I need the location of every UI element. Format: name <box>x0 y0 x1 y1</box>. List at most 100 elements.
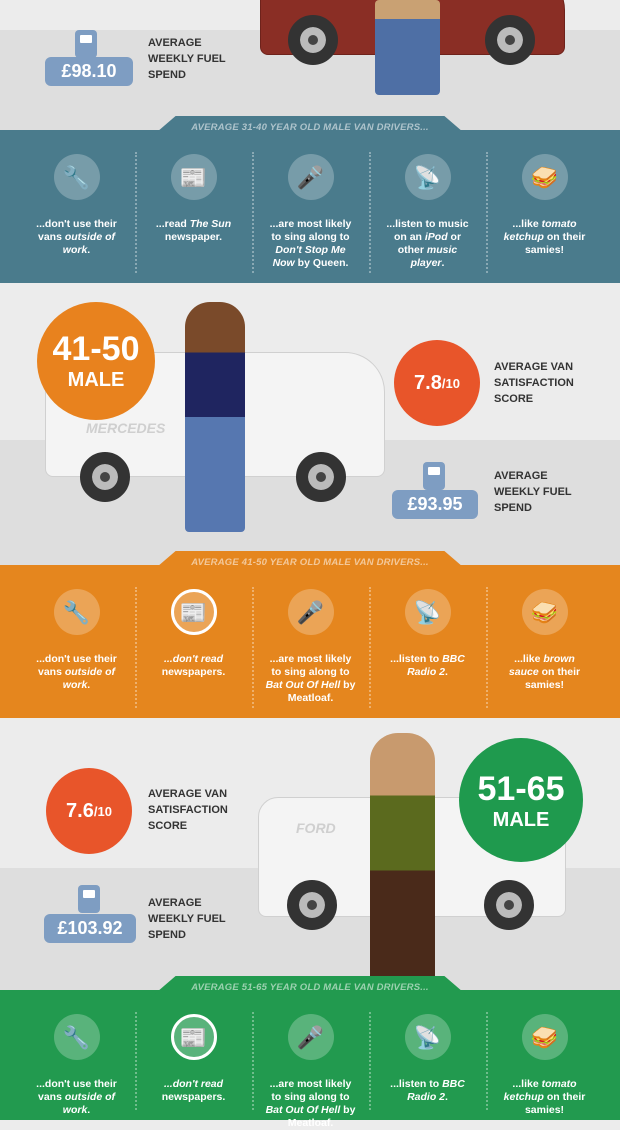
satellite-dish-icon: 📡 <box>404 154 451 200</box>
fact-text: ...are most likely to sing along to Bat … <box>252 653 369 705</box>
gender: MALE <box>492 809 550 831</box>
fact-text-segment: ...like <box>512 218 542 230</box>
fuel-pump-icon <box>78 885 100 913</box>
van-wheel <box>296 452 346 502</box>
fact-text-segment: music player <box>410 244 458 269</box>
fact-text: ...listen to BBC Radio 2. <box>369 1078 486 1104</box>
band-title: AVERAGE 51-65 YEAR OLD MALE VAN DRIVERS.… <box>191 982 429 993</box>
column-divider <box>135 152 137 273</box>
fact-text: ...don't use their vans outside of work. <box>18 653 135 692</box>
band-title: AVERAGE 41-50 YEAR OLD MALE VAN DRIVERS.… <box>191 557 429 568</box>
fact-item: 📰 ...don't read newspapers. <box>135 589 252 679</box>
column-divider <box>486 587 488 708</box>
band-tab <box>150 976 470 998</box>
fact-text-segment: ...don't read <box>163 653 224 665</box>
facts-band: AVERAGE 51-65 YEAR OLD MALE VAN DRIVERS.… <box>0 976 620 1129</box>
fact-text-segment: iPod <box>424 231 448 243</box>
drill-icon: 🔧 <box>53 154 100 200</box>
fact-text-segment: Don't Stop Me Now <box>272 244 346 269</box>
fact-text-segment: . <box>445 1091 448 1103</box>
fact-text: ...don't use their vans outside of work. <box>18 1078 135 1117</box>
fact-text-segment: newspapers. <box>161 1091 226 1103</box>
microphone-icon: 🎤 <box>287 154 334 200</box>
fact-text-segment: on their samies! <box>524 1091 586 1116</box>
facts-band: AVERAGE 41-50 YEAR OLD MALE VAN DRIVERS.… <box>0 551 620 718</box>
satisfaction-label: AVERAGE VAN SATISFACTION SCORE <box>148 788 228 832</box>
driver-illustration <box>375 0 440 95</box>
fact-text-segment: by Meatloaf. <box>287 679 356 704</box>
drill-icon: 🔧 <box>53 1014 100 1060</box>
fact-text: ...read The Sun newspaper. <box>135 218 252 244</box>
fact-text-segment: ...read <box>155 218 190 230</box>
fact-text-segment: newspapers. <box>161 666 226 678</box>
fact-text: ...like tomato ketchup on their samies! <box>486 218 603 257</box>
age-range: 41-50 <box>52 330 140 368</box>
fact-text-segment: The Sun <box>189 218 232 230</box>
van-wheel <box>287 880 337 930</box>
fact-item: 🔧 ...don't use their vans outside of work… <box>18 154 135 257</box>
fact-text: ...like brown sauce on their samies! <box>486 653 603 692</box>
drill-icon: 🔧 <box>53 589 100 635</box>
fact-item: 📰 ...don't read newspapers. <box>135 1014 252 1104</box>
fuel-spend-label: AVERAGE WEEKLY FUEL SPEND <box>494 470 572 514</box>
driver-illustration <box>370 733 435 983</box>
fact-text-segment: by Queen. <box>294 257 349 269</box>
microphone-icon: 🎤 <box>287 589 334 635</box>
van-wheel <box>485 15 535 65</box>
satisfaction-scale: /10 <box>441 375 460 391</box>
column-divider <box>486 152 488 273</box>
age-range: 51-65 <box>477 770 565 808</box>
newspaper-icon: 📰 <box>170 154 217 200</box>
van-wheel <box>80 452 130 502</box>
fact-text: ...don't read newspapers. <box>135 653 252 679</box>
fuel-pump-icon <box>423 462 445 490</box>
age-badge: 41-50 MALE <box>37 302 155 420</box>
satisfaction-score: 7.6 <box>66 799 94 822</box>
column-divider <box>369 587 371 708</box>
band-title: AVERAGE 31-40 YEAR OLD MALE VAN DRIVERS.… <box>191 122 429 133</box>
facts-band: AVERAGE 31-40 YEAR OLD MALE VAN DRIVERS.… <box>0 116 620 283</box>
satellite-dish-icon: 📡 <box>404 589 451 635</box>
fuel-spend-value: £98.10 <box>45 57 133 86</box>
fact-item: 🥪 ...like tomato ketchup on their samies! <box>486 1014 603 1117</box>
fact-text-segment: ...like <box>512 1078 542 1090</box>
fact-text: ...listen to BBC Radio 2. <box>369 653 486 679</box>
fact-text-segment: ...are most likely to sing along to <box>269 1078 352 1103</box>
no-newspaper-icon: 📰 <box>170 1014 217 1060</box>
fact-text-segment: on their samies! <box>524 666 581 691</box>
fact-text-segment: . <box>445 666 448 678</box>
column-divider <box>486 1012 488 1110</box>
column-divider <box>135 1012 137 1110</box>
fuel-spend-label: AVERAGE WEEKLY FUEL SPEND <box>148 897 226 941</box>
fact-text-segment: . <box>441 257 445 269</box>
fact-text-segment: outside of work <box>62 666 116 691</box>
fuel-spend-value: £93.95 <box>392 490 478 519</box>
fact-text-segment: tomato ketchup <box>503 218 577 243</box>
satisfaction-label: AVERAGE VAN SATISFACTION SCORE <box>494 361 574 405</box>
fact-text: ...are most likely to sing along to Bat … <box>252 1078 369 1130</box>
fact-text-segment: tomato ketchup <box>503 1078 577 1103</box>
satisfaction-scale: /10 <box>93 803 112 819</box>
fact-text-segment: or other <box>397 231 462 256</box>
fact-text-segment: outside of work <box>62 1091 116 1116</box>
fact-text-segment: on their samies! <box>524 231 586 256</box>
column-divider <box>369 1012 371 1110</box>
fact-text: ...listen to music on an iPod or other m… <box>369 218 486 270</box>
gender: MALE <box>67 369 125 391</box>
microphone-icon: 🎤 <box>287 1014 334 1060</box>
fact-text-segment: ...listen to music on an <box>386 218 469 243</box>
fact-item: 📡 ...listen to BBC Radio 2. <box>369 1014 486 1104</box>
fact-text-segment: ...don't use their vans <box>36 1078 117 1103</box>
fact-text-segment: ...don't use their vans <box>36 218 117 243</box>
fact-text-segment: Bat Out Of Hell <box>265 679 341 691</box>
band-tab <box>150 116 470 138</box>
fact-text: ...don't read newspapers. <box>135 1078 252 1104</box>
satisfaction-badge: 7.6/10 <box>50 772 128 850</box>
sandwich-icon: 🥪 <box>521 154 568 200</box>
column-divider <box>252 1012 254 1110</box>
fact-item: 📰 ...read The Sun newspaper. <box>135 154 252 244</box>
fact-text-segment: ...listen to <box>390 653 443 665</box>
sandwich-icon: 🥪 <box>521 589 568 635</box>
fact-text-segment: outside of work <box>62 231 116 256</box>
fact-item: 🎤 ...are most likely to sing along to Don… <box>252 154 369 270</box>
